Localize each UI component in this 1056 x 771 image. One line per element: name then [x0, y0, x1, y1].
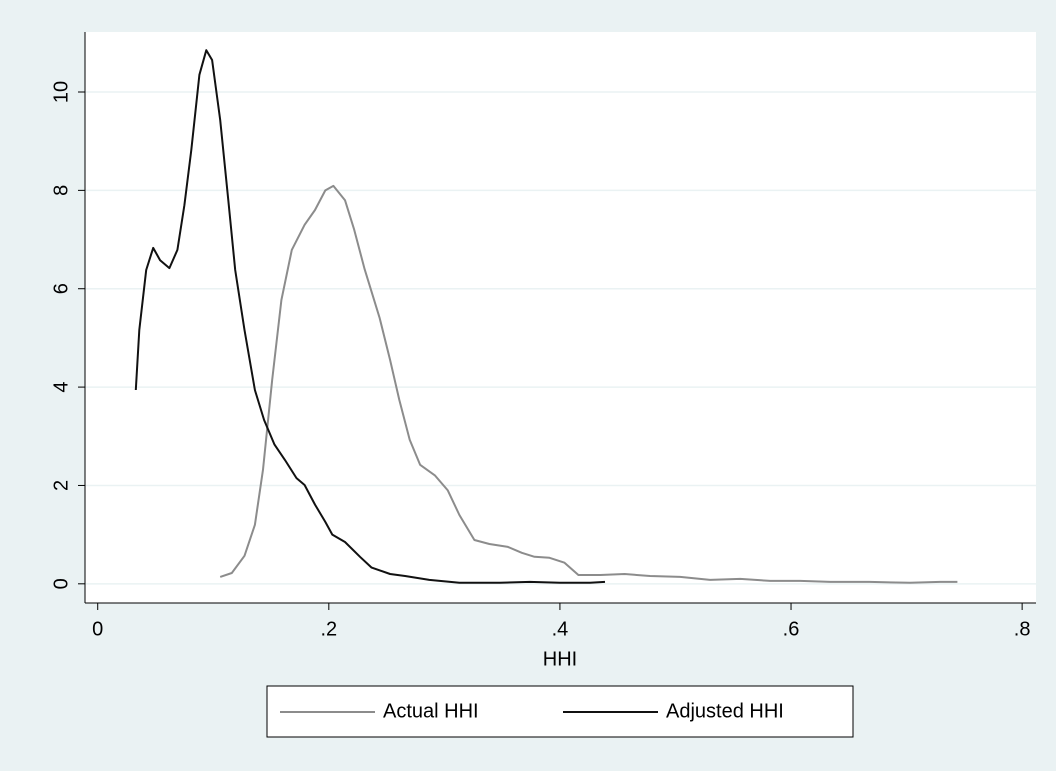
x-tick-label: .8	[1014, 618, 1031, 640]
plot-area	[85, 32, 1036, 603]
y-tick-label: 0	[50, 578, 72, 589]
y-tick-label: 4	[50, 382, 72, 393]
x-tick-label: .6	[783, 618, 800, 640]
lines	[134, 49, 958, 584]
legend-items: Actual HHI Adjusted HHI	[280, 700, 784, 722]
y-tick-label: 8	[50, 185, 72, 196]
x-tick-label: .2	[320, 618, 337, 640]
y-tick-label: 10	[50, 81, 72, 103]
x-tick-label: .4	[552, 618, 569, 640]
grid	[85, 91, 1036, 585]
legend-label: Adjusted HHI	[666, 700, 784, 722]
y-tick-label: 6	[50, 283, 72, 294]
series-line	[134, 49, 606, 584]
ticks: 0 2 4 6 8 10 0 .2 .4 .6 .8	[50, 81, 1030, 640]
x-axis-title: HHI	[543, 648, 577, 670]
x-tick-label: 0	[92, 618, 103, 640]
series-line	[219, 184, 958, 584]
legend-label: Actual HHI	[383, 700, 479, 722]
y-tick-label: 2	[50, 480, 72, 491]
